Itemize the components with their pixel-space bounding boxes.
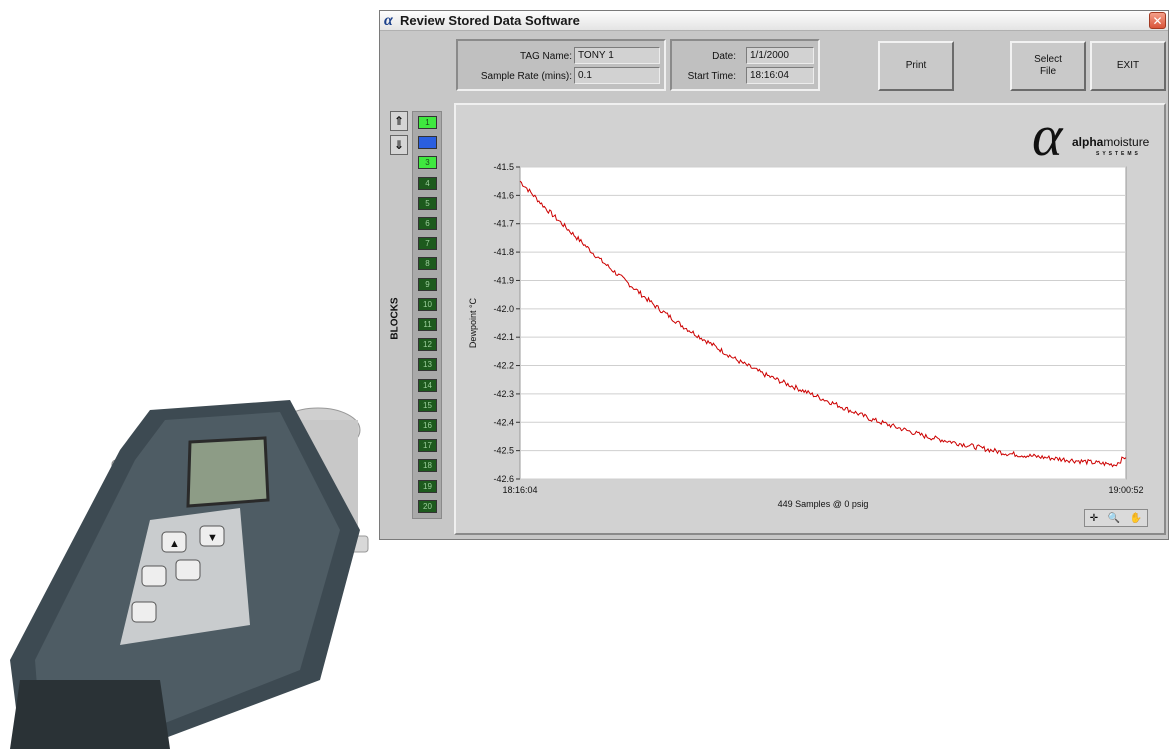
chart-panel: α alphamoisture SYSTEMS -41.5 -41.6 -41.7-… [454, 103, 1166, 535]
y-tick-label: -42.2 [493, 361, 514, 371]
y-tick-label: -41.6 [493, 190, 514, 200]
y-tick-label: -41.5 [493, 162, 514, 172]
block-button[interactable]: 10 [418, 297, 437, 311]
block-button[interactable]: 17 [418, 439, 437, 453]
title-bar[interactable]: α Review Stored Data Software ✕ [380, 11, 1168, 31]
block-button[interactable]: 11 [418, 318, 437, 331]
block-button[interactable]: 5 [418, 196, 437, 210]
block-selector: 1 2 3 4 5 6 7 8 9 10 11 12 13 14 15 16 17 18 19 20 [412, 111, 442, 519]
logo-word-bold: alpha [1072, 135, 1104, 149]
logo-word-rest: moisture [1103, 135, 1150, 149]
tag-info-panel: TAG Name: TONY 1 Sample Rate (mins): 0.1 [456, 39, 666, 91]
date-label: Date: [712, 51, 736, 62]
y-tick-label: -42.4 [493, 417, 514, 427]
y-tick-label: -42.0 [493, 304, 514, 314]
x-axis-label: 449 Samples @ 0 psig [778, 499, 869, 509]
review-stored-data-window: α Review Stored Data Software ✕ TAG Name… [379, 10, 1169, 540]
x-end-label: 19:00:52 [1108, 485, 1143, 495]
pan-icon[interactable]: ✋ [1129, 512, 1143, 524]
block-button[interactable]: 1 [418, 116, 437, 129]
svg-text:▼: ▼ [207, 532, 218, 544]
block-button[interactable]: 20 [418, 499, 437, 513]
logo-wordmark: alphamoisture [1072, 135, 1149, 149]
date-field: 1/1/2000 [746, 47, 814, 64]
y-tick-label: -41.9 [493, 275, 514, 285]
block-button[interactable]: 2 [418, 136, 437, 150]
alpha-moisture-logo: α alphamoisture SYSTEMS [1026, 103, 1166, 173]
dewpoint-chart[interactable]: -41.5 -41.6 -41.7 -41.8 -41.9 -42.0 -42.1 -42.2… [456, 105, 1164, 533]
block-button[interactable]: 7 [418, 237, 437, 251]
sample-rate-label: Sample Rate (mins): [480, 71, 572, 82]
logo-alpha-glyph: α [1032, 103, 1063, 168]
y-tick-label: -42.1 [493, 332, 514, 342]
zoom-icon[interactable]: 🔍 [1107, 512, 1121, 524]
svg-text:▲: ▲ [169, 538, 180, 550]
y-tick-label: -41.8 [493, 247, 514, 257]
exit-button[interactable]: EXIT [1090, 41, 1166, 91]
start-time-label: Start Time: [687, 71, 736, 82]
block-button[interactable]: 8 [418, 257, 437, 271]
block-button[interactable]: 9 [418, 277, 437, 291]
x-start-label: 18:16:04 [502, 485, 537, 495]
block-button[interactable]: 19 [418, 479, 437, 493]
block-up-button[interactable]: ⇑ [390, 111, 408, 131]
block-button[interactable]: 12 [418, 338, 437, 352]
close-button[interactable]: ✕ [1149, 12, 1166, 29]
block-button[interactable]: 14 [418, 378, 437, 392]
block-button[interactable]: 16 [418, 419, 437, 432]
logo-systems: SYSTEMS [1096, 151, 1141, 157]
graph-tools-palette: ✛ 🔍 ✋ [1084, 509, 1148, 527]
window-title: Review Stored Data Software [400, 13, 580, 28]
blocks-label: BLOCKS [389, 297, 401, 340]
crosshair-icon[interactable]: ✛ [1089, 512, 1099, 524]
block-button[interactable]: 18 [418, 459, 437, 473]
y-tick-label: -42.5 [493, 446, 514, 456]
block-button[interactable]: 6 [418, 217, 437, 230]
block-button[interactable]: 4 [418, 176, 437, 190]
start-time-field: 18:16:04 [746, 67, 814, 84]
block-button[interactable]: 15 [418, 398, 437, 412]
tag-name-field: TONY 1 [574, 47, 660, 64]
y-tick-label: -41.7 [493, 219, 514, 229]
dewpoint-series-line [519, 180, 1127, 468]
tag-name-label: TAG Name: [519, 51, 572, 62]
y-tick-label: -42.3 [493, 389, 514, 399]
date-info-panel: Date: 1/1/2000 Start Time: 18:16:04 [670, 39, 820, 91]
handheld-dewpoint-meter-photo: ▲ ▼ [0, 380, 380, 749]
block-button[interactable]: 3 [418, 156, 437, 170]
y-tick-label: -42.6 [493, 474, 514, 484]
sample-rate-field: 0.1 [574, 67, 660, 84]
y-axis-label: Dewpoint °C [468, 297, 478, 348]
block-button[interactable]: 13 [418, 358, 437, 372]
print-button[interactable]: Print [878, 41, 954, 91]
block-down-button[interactable]: ⇓ [390, 135, 408, 155]
alpha-logo-icon: α [384, 12, 393, 29]
plot-area [519, 166, 1127, 480]
select-file-button[interactable]: Select File [1010, 41, 1086, 91]
